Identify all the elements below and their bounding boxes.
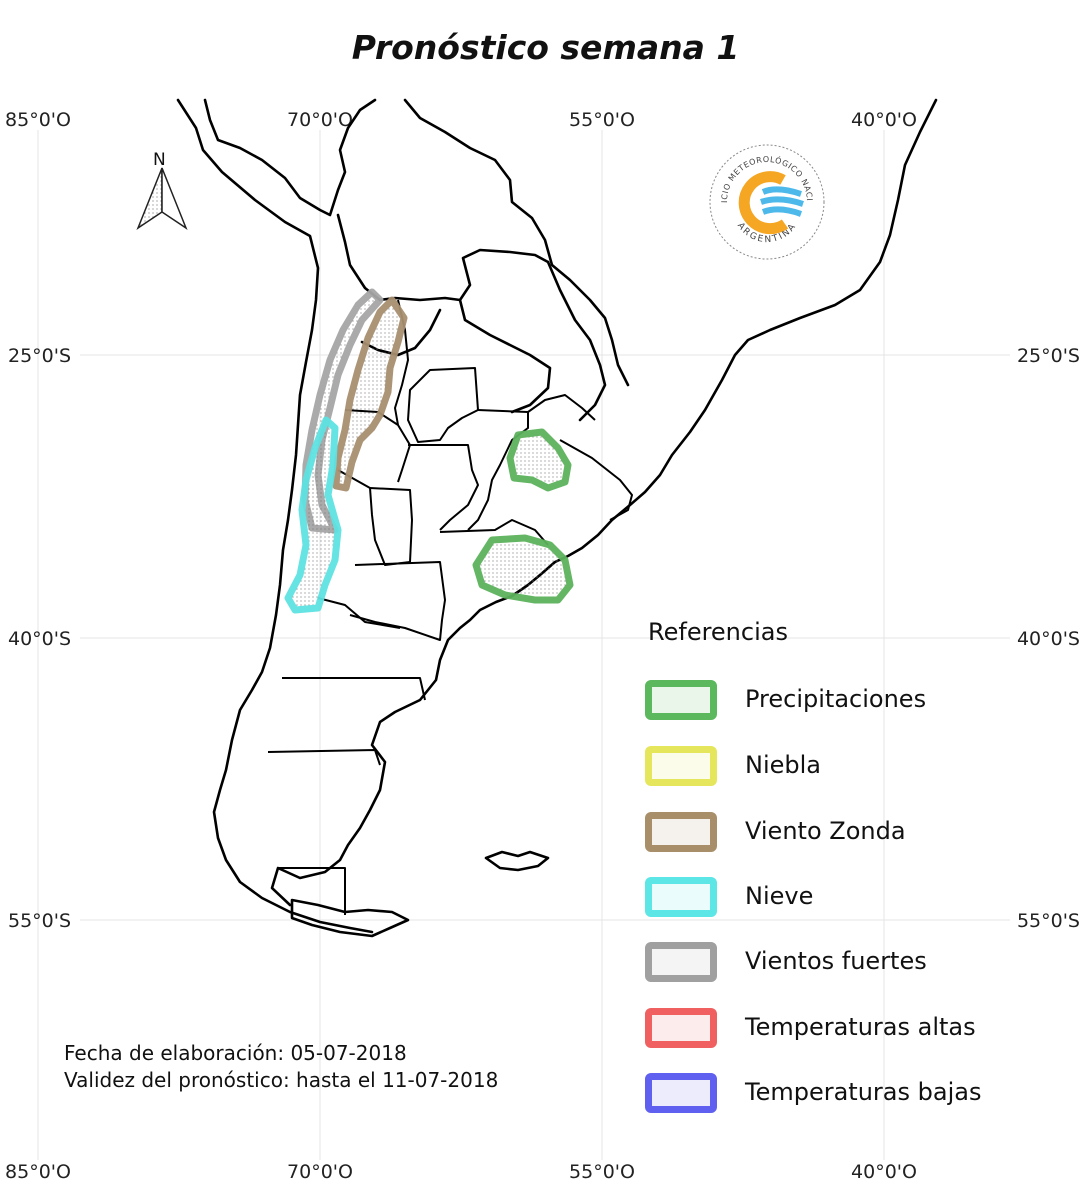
smn-logo: SERVICIO METEOROLÓGICO NACIONAL ARGENTIN…	[705, 140, 825, 260]
coord-top-40: 40°0'O	[851, 109, 917, 131]
zone-precipitaciones-mesopotamia	[506, 428, 572, 492]
coord-labels-bottom: 85°0'O 70°0'O 55°0'O 40°0'O	[5, 1161, 917, 1183]
zone-nieve	[284, 416, 342, 614]
province-boundaries	[267, 299, 633, 915]
forecast-validity: Validez del pronóstico: hasta el 11-07-2…	[64, 1068, 499, 1092]
coord-labels-right: 25°0'S 40°0'S 55°0'S	[1017, 345, 1080, 932]
legend-swatch	[645, 1008, 717, 1048]
coord-bottom-40: 40°0'O	[851, 1161, 917, 1183]
legend-swatch	[645, 877, 717, 917]
coord-labels-left: 25°0'S 40°0'S 55°0'S	[8, 345, 71, 932]
legend-label: Vientos fuertes	[745, 947, 927, 975]
coord-bottom-70: 70°0'O	[287, 1161, 353, 1183]
coord-left-55: 55°0'S	[8, 910, 71, 932]
legend-label: Nieve	[745, 882, 814, 910]
legend-swatch	[645, 1073, 717, 1113]
legend-item: Niebla	[645, 746, 1065, 796]
coord-labels-top: 85°0'O 70°0'O 55°0'O 40°0'O	[5, 109, 917, 131]
legend-label: Viento Zonda	[745, 817, 906, 845]
coord-top-70: 70°0'O	[287, 109, 353, 131]
legend-label: Precipitaciones	[745, 685, 927, 713]
zone-viento-zonda	[332, 296, 408, 492]
coord-top-55: 55°0'O	[569, 109, 635, 131]
elaboration-date: Fecha de elaboración: 05-07-2018	[64, 1041, 407, 1065]
zone-precipitaciones-buenos-aires	[472, 534, 574, 604]
forecast-zones	[284, 288, 574, 614]
coord-right-25: 25°0'S	[1017, 345, 1080, 367]
legend-swatch	[645, 746, 717, 786]
north-arrow-icon	[136, 167, 188, 230]
legend-item: Viento Zonda	[645, 812, 1065, 862]
legend-label: Temperaturas altas	[745, 1013, 976, 1041]
coord-bottom-55: 55°0'O	[569, 1161, 635, 1183]
legend-item: Nieve	[645, 877, 1065, 927]
legend-swatch	[645, 942, 717, 982]
coord-right-55: 55°0'S	[1017, 910, 1080, 932]
coord-left-40: 40°0'S	[8, 628, 71, 650]
map-title: Pronóstico semana 1	[351, 28, 740, 67]
coord-bottom-85: 85°0'O	[5, 1161, 71, 1183]
coord-left-25: 25°0'S	[8, 345, 71, 367]
legend-item: Temperaturas altas	[645, 1008, 1065, 1058]
legend-item: Temperaturas bajas	[645, 1073, 1065, 1123]
legend-label: Niebla	[745, 751, 821, 779]
north-arrow-label: N	[153, 150, 166, 170]
legend-swatch	[645, 812, 717, 852]
coord-top-85: 85°0'O	[5, 109, 71, 131]
graticule	[37, 130, 1010, 1160]
legend-item: Vientos fuertes	[645, 942, 1065, 992]
coord-right-40: 40°0'S	[1017, 628, 1080, 650]
legend-item: Precipitaciones	[645, 680, 1065, 730]
legend-label: Temperaturas bajas	[745, 1078, 982, 1106]
legend-title: Referencias	[648, 618, 788, 646]
legend-swatch	[645, 680, 717, 720]
